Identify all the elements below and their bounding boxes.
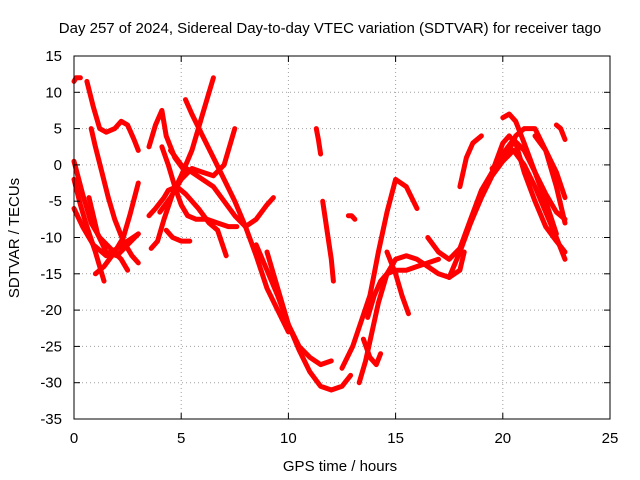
y-axis-label: SDTVAR / TECUs <box>6 178 23 298</box>
y-tick-label: 0 <box>54 157 62 174</box>
series-arc-07 <box>86 195 141 259</box>
series-arc-18 <box>264 249 334 368</box>
x-tick-label: 10 <box>280 430 297 447</box>
series-arc-14 <box>168 147 276 230</box>
chart-title: Day 257 of 2024, Sidereal Day-to-day VTE… <box>59 20 601 37</box>
series-arc-22 <box>339 176 420 371</box>
data-traces <box>71 75 568 393</box>
y-tick-label: -15 <box>40 266 62 283</box>
y-tick-label: -25 <box>40 338 62 355</box>
series-arc-33 <box>532 133 568 201</box>
y-tick-label: -30 <box>40 375 62 392</box>
series-arc-01 <box>71 75 83 84</box>
y-tick-label: 5 <box>54 121 62 138</box>
series-arc-31 <box>489 126 568 226</box>
series-arc-28 <box>446 147 568 280</box>
series-arc-21 <box>345 213 358 222</box>
series-arc-24 <box>360 336 384 368</box>
series-arc-19 <box>313 126 324 157</box>
series-arc-26 <box>384 249 411 317</box>
x-tick-label: 15 <box>387 430 404 447</box>
series-arc-08 <box>92 180 141 277</box>
y-tick-label: 10 <box>45 84 62 101</box>
x-axis-label: GPS time / hours <box>283 458 397 475</box>
y-tick-label: -35 <box>40 411 62 428</box>
x-tick-label: 20 <box>494 430 511 447</box>
series-arc-12 <box>159 144 240 230</box>
series-arc-16 <box>183 97 291 335</box>
y-tick-label: -20 <box>40 302 62 319</box>
y-tick-label: 15 <box>45 48 62 65</box>
x-tick-label: 0 <box>70 430 78 447</box>
series-arc-17 <box>253 242 354 393</box>
y-tick-label: -5 <box>49 193 62 210</box>
series-arc-13 <box>157 126 238 215</box>
y-tick-label: -10 <box>40 230 62 247</box>
series-arc-27 <box>425 137 559 262</box>
series-arc-09 <box>146 184 229 259</box>
x-tick-label: 25 <box>602 430 619 447</box>
axes: 0 5 10 15 20 25 15 10 5 0 -5 -10 -15 -20 -25 -30 -35 <box>40 48 618 447</box>
series-arc-05 <box>84 78 141 153</box>
series-arc-30 <box>468 133 568 255</box>
series-arc-03 <box>71 176 107 284</box>
series-arc-32 <box>500 111 568 222</box>
series-arc-15 <box>163 227 193 244</box>
series-arc-29 <box>457 133 484 190</box>
series-arc-04 <box>71 206 141 259</box>
x-tick-label: 5 <box>177 430 185 447</box>
series-arc-34 <box>553 122 568 142</box>
series-arc-06 <box>88 126 141 266</box>
series-arc-20 <box>320 198 336 284</box>
